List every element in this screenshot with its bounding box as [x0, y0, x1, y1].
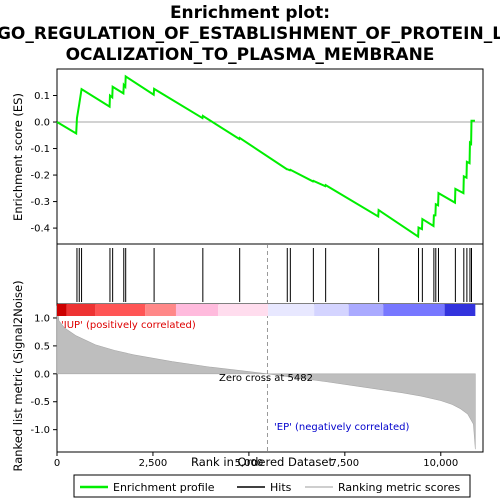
metric-y-axis-label: Ranked list metric (Signal2Noise)	[11, 280, 25, 471]
color-bar-segment	[348, 304, 384, 316]
chart-title: Enrichment plot:	[170, 3, 330, 23]
legend-enrichment-label: Enrichment profile	[113, 481, 215, 494]
es-y-tick-label: -0.3	[30, 197, 50, 208]
metric-y-tick-label: -0.5	[30, 397, 50, 408]
hits-panel-frame	[56, 243, 484, 305]
color-bar-segment	[145, 304, 176, 316]
x-tick-label: 7,500	[331, 458, 360, 469]
es-panel-frame	[56, 68, 484, 245]
ranking-metric-area	[56, 305, 476, 450]
ranking-metric-series	[56, 305, 476, 450]
chart-title-line-3: OCALIZATION_TO_PLASMA_MEMBRANE	[66, 45, 435, 65]
metric-y-axis: 1.0 0.5 0.0 -0.5 -1.0	[30, 313, 57, 436]
metric-y-tick-label: 0.0	[34, 369, 50, 380]
color-bar-segment	[314, 304, 349, 316]
es-y-axis-label: Enrichment score (ES)	[11, 93, 25, 221]
color-bar-segment	[268, 304, 315, 316]
legend: Enrichment profile Hits Ranking metric s…	[73, 474, 471, 498]
enrichment-profile-line	[56, 74, 475, 239]
color-bar-segment	[57, 304, 67, 316]
es-y-tick-label: -0.2	[30, 171, 50, 182]
x-tick-label: 0	[54, 458, 60, 469]
x-tick-label: 10,000	[423, 458, 458, 469]
positive-correlation-label: 'IUP' (positively correlated)	[61, 320, 196, 331]
legend-hits-label: Hits	[270, 481, 292, 494]
legend-metric-label: Ranking metric scores	[338, 481, 460, 494]
color-bar-segment	[218, 304, 269, 316]
negative-correlation-label: 'EP' (negatively correlated)	[274, 422, 409, 433]
color-bar-segment	[175, 304, 219, 316]
color-bar-segment	[66, 304, 96, 316]
hits-series	[76, 248, 472, 302]
es-y-tick-label: 0.1	[34, 91, 50, 102]
zero-cross-label: Zero cross at 5482	[219, 373, 313, 384]
metric-y-tick-label: -1.0	[30, 425, 50, 436]
color-bar-segment	[444, 304, 476, 316]
es-y-tick-label: -0.4	[30, 224, 50, 235]
x-tick-label: 2,500	[139, 458, 168, 469]
es-y-tick-label: 0.0	[34, 118, 50, 129]
es-y-tick-label: -0.1	[30, 144, 50, 155]
x-tick-label: 5,000	[235, 458, 264, 469]
x-axis-label: Rank in Ordered Dataset	[191, 455, 334, 469]
color-bar-segment	[95, 304, 146, 316]
es-y-axis: 0.1 0.0 -0.1 -0.2 -0.3 -0.4	[30, 91, 57, 235]
metric-y-tick-label: 0.5	[34, 341, 50, 352]
legend-box	[73, 474, 471, 498]
color-bar-segment	[383, 304, 445, 316]
rank-color-bar	[57, 304, 476, 316]
x-axis: 0 2,500 5,000 7,500 10,000	[54, 452, 458, 469]
metric-y-tick-label: 1.0	[34, 313, 50, 324]
chart-title-line-2: GO_REGULATION_OF_ESTABLISHMENT_OF_PROTEI…	[0, 24, 500, 44]
enrichment-profile-series	[56, 74, 475, 239]
